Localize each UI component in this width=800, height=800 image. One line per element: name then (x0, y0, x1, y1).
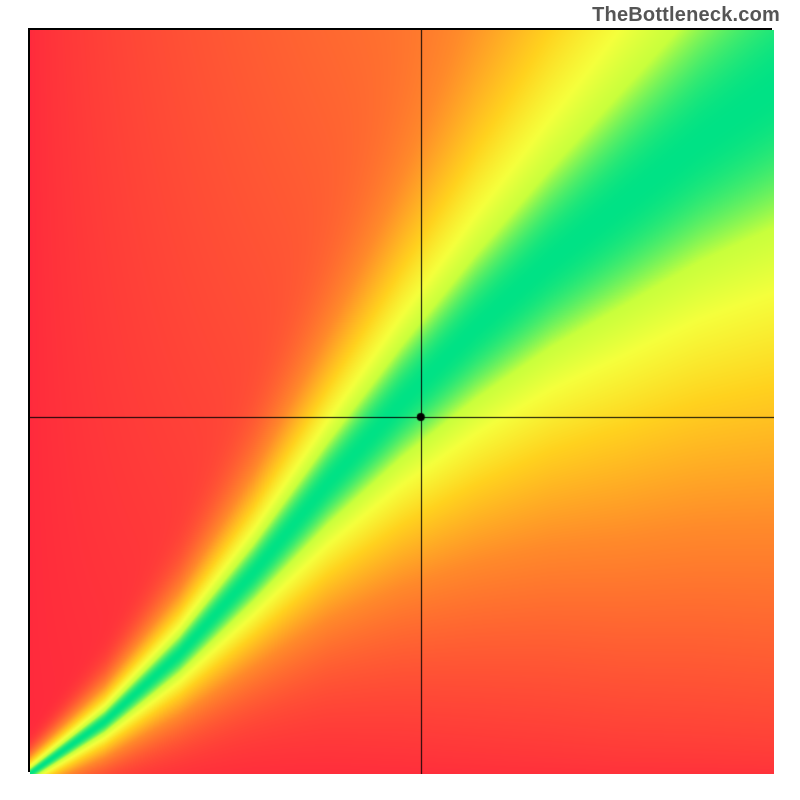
heatmap-canvas (30, 30, 774, 774)
watermark-text: TheBottleneck.com (592, 4, 780, 27)
chart-frame (28, 28, 772, 772)
heatmap-container: TheBottleneck.com (0, 0, 800, 800)
